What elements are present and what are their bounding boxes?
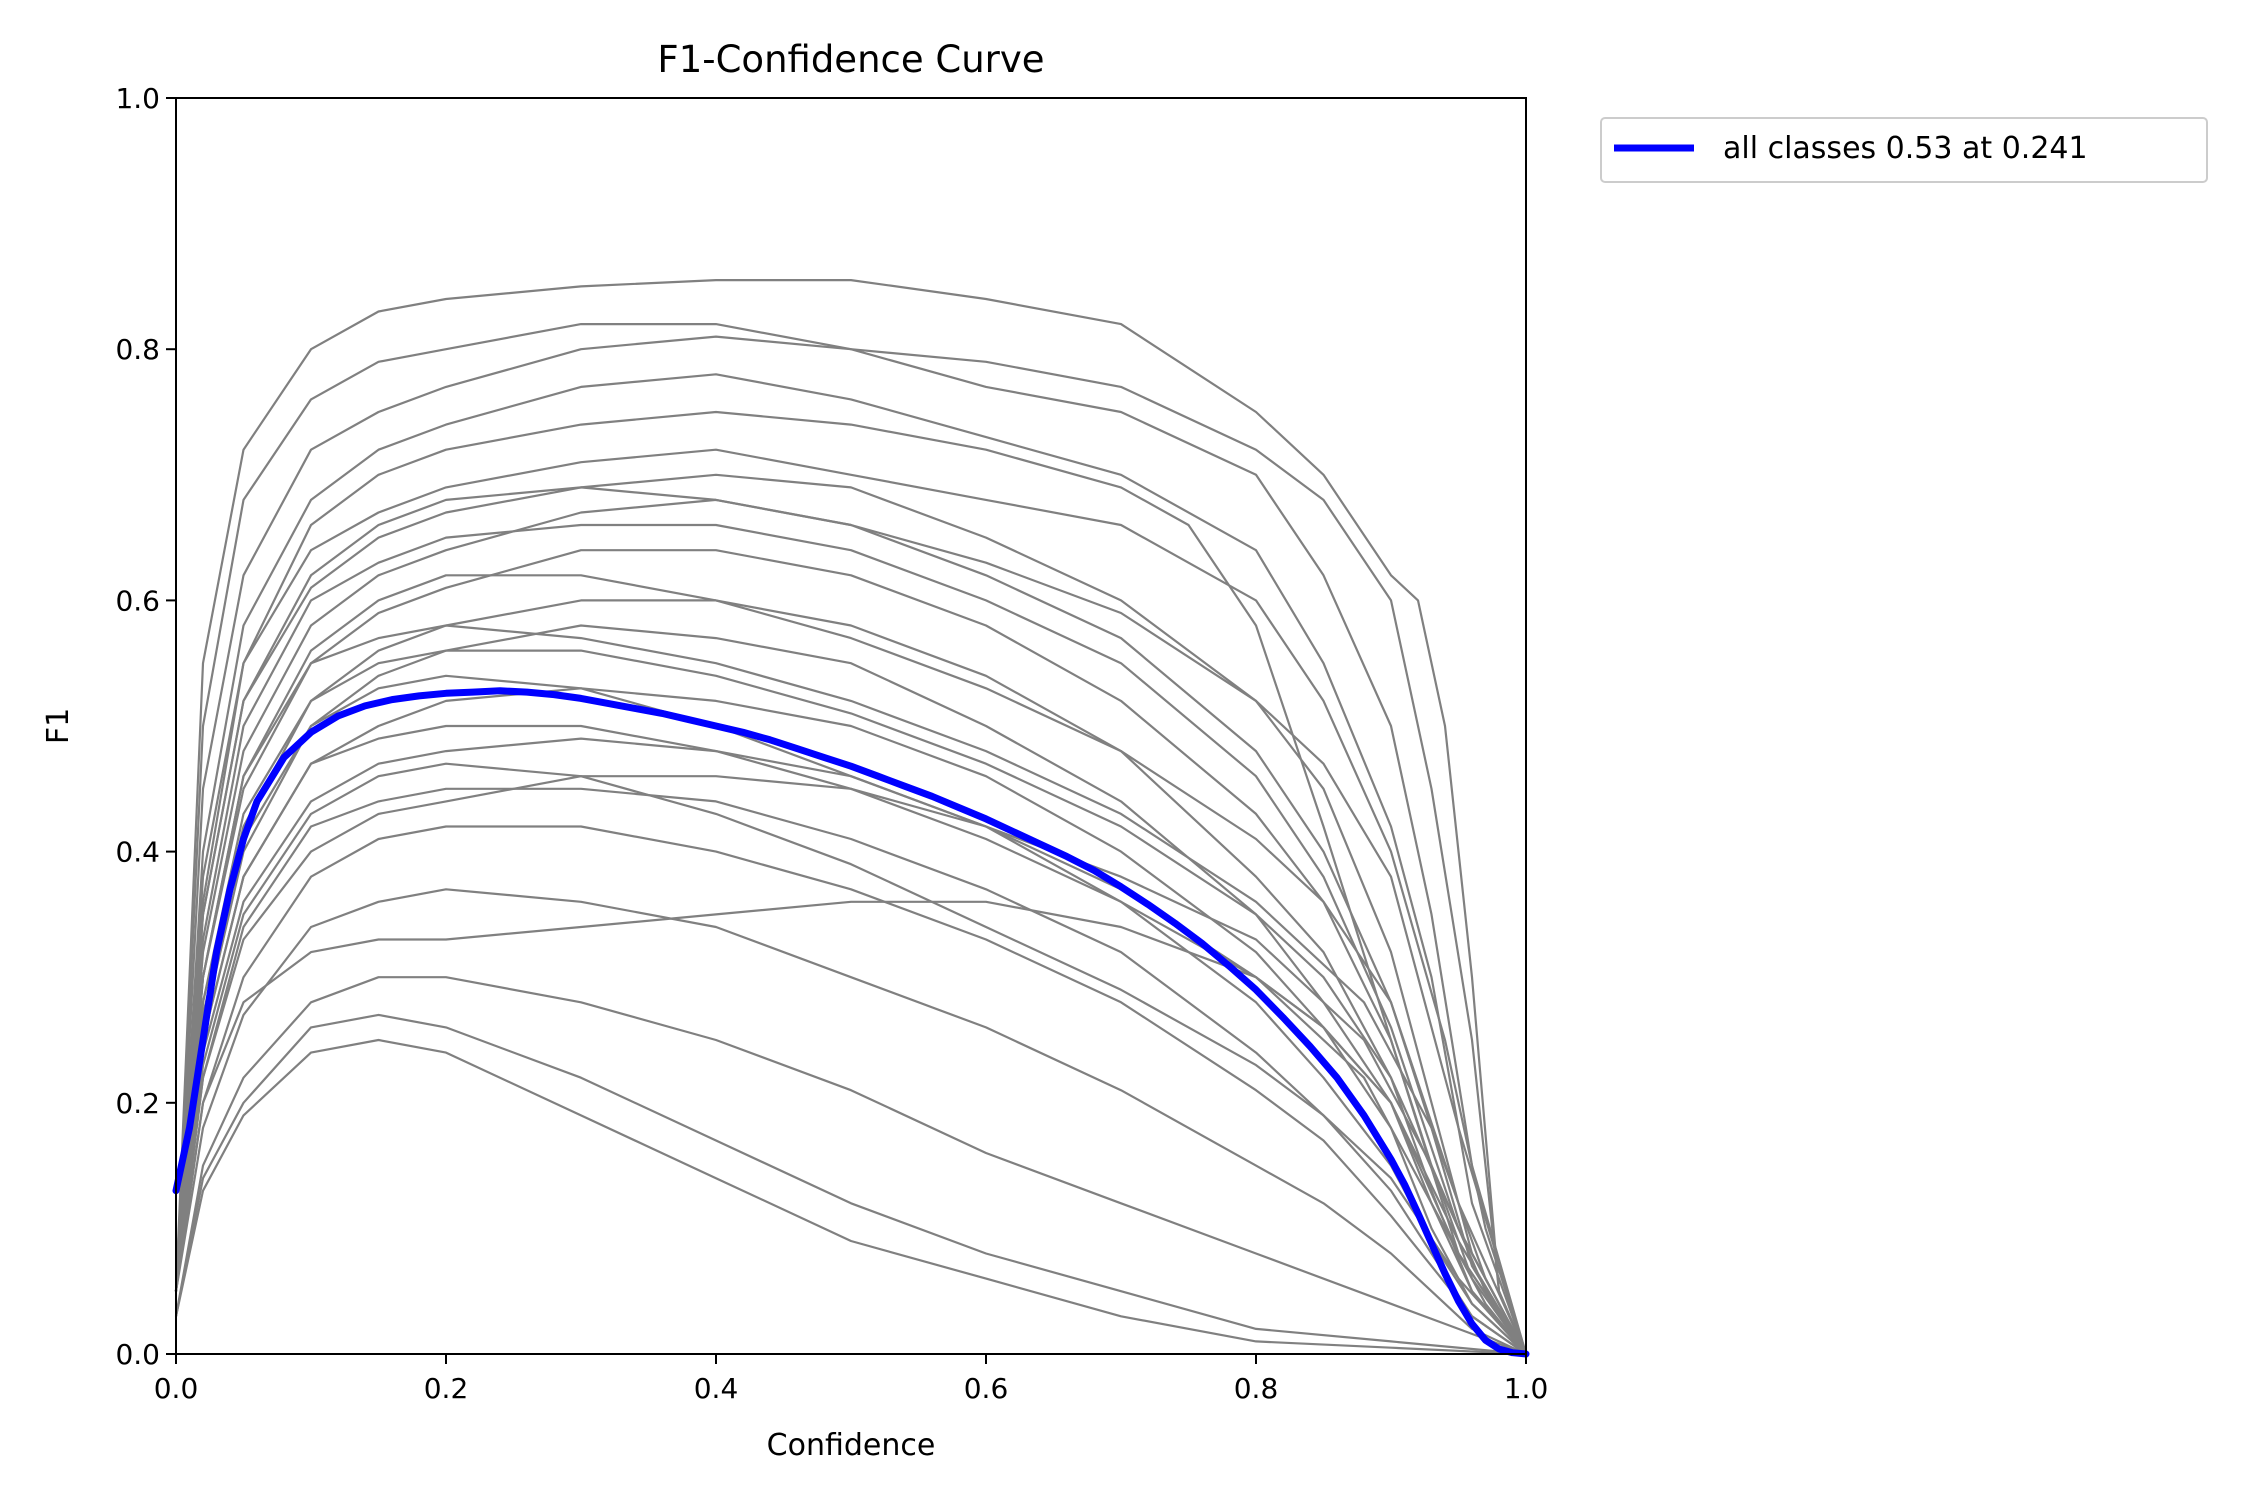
series-lines-group	[172, 687, 1530, 1358]
x-axis-label: Confidence	[767, 1428, 936, 1463]
x-tick-label: 0.0	[154, 1372, 199, 1405]
class-curves-group	[174, 279, 1528, 1356]
y-tick-label: 0.8	[115, 333, 160, 366]
x-tick-label: 0.2	[424, 1372, 469, 1405]
class-curve-16	[174, 976, 1527, 1356]
y-tick-label: 0.2	[115, 1087, 160, 1120]
x-axis-ticks: 0.0 0.2 0.4 0.6 0.8 1.0	[154, 1354, 1549, 1405]
legend-label-all-classes: all classes 0.53 at 0.241	[1723, 131, 2088, 166]
class-curve-5	[174, 448, 1528, 1355]
class-curve-20	[174, 775, 1527, 1355]
class-curve-10	[174, 624, 1527, 1355]
class-curve-21	[174, 900, 1527, 1355]
x-tick-label: 0.6	[964, 1372, 1009, 1405]
legend-box	[1600, 117, 2208, 183]
plot-area-frame	[175, 97, 1527, 1355]
class-curve-13	[174, 787, 1527, 1355]
class-curve-3	[174, 335, 1528, 1355]
y-axis-ticks: 0.0 0.2 0.4 0.6 0.8 1.0	[115, 82, 176, 1371]
class-curve-4	[174, 373, 1528, 1355]
class-curve-27	[174, 486, 1528, 1355]
y-tick-label: 1.0	[115, 82, 160, 115]
x-tick-label: 0.4	[694, 1372, 739, 1405]
class-curve-12	[174, 737, 1527, 1355]
x-tick-label: 0.8	[1234, 1372, 1279, 1405]
class-curve-26	[174, 762, 1527, 1355]
y-axis-label: F1	[41, 708, 76, 744]
y-tick-label: 0.0	[115, 1338, 160, 1371]
x-tick-label: 1.0	[1504, 1372, 1549, 1405]
class-curve-15	[174, 888, 1527, 1355]
chart-title: F1-Confidence Curve	[657, 38, 1044, 81]
class-curve-14	[174, 825, 1527, 1355]
class-curve-19	[174, 624, 1527, 1355]
class-curve-1	[174, 279, 1528, 1355]
class-curve-29	[174, 674, 1527, 1355]
series-line-all-classes	[172, 687, 1530, 1358]
class-curve-24	[174, 649, 1527, 1355]
y-tick-label: 0.4	[115, 836, 160, 869]
class-curve-28	[174, 574, 1528, 1355]
class-curve-6	[174, 473, 1527, 1355]
class-curve-22	[174, 410, 1527, 1355]
legend: all classes 0.53 at 0.241	[1600, 117, 2208, 183]
class-curve-17	[174, 1013, 1527, 1356]
class-curve-18	[174, 1038, 1527, 1356]
class-curve-7	[174, 498, 1527, 1355]
class-curve-2	[174, 323, 1528, 1355]
y-tick-label: 0.6	[115, 584, 160, 617]
